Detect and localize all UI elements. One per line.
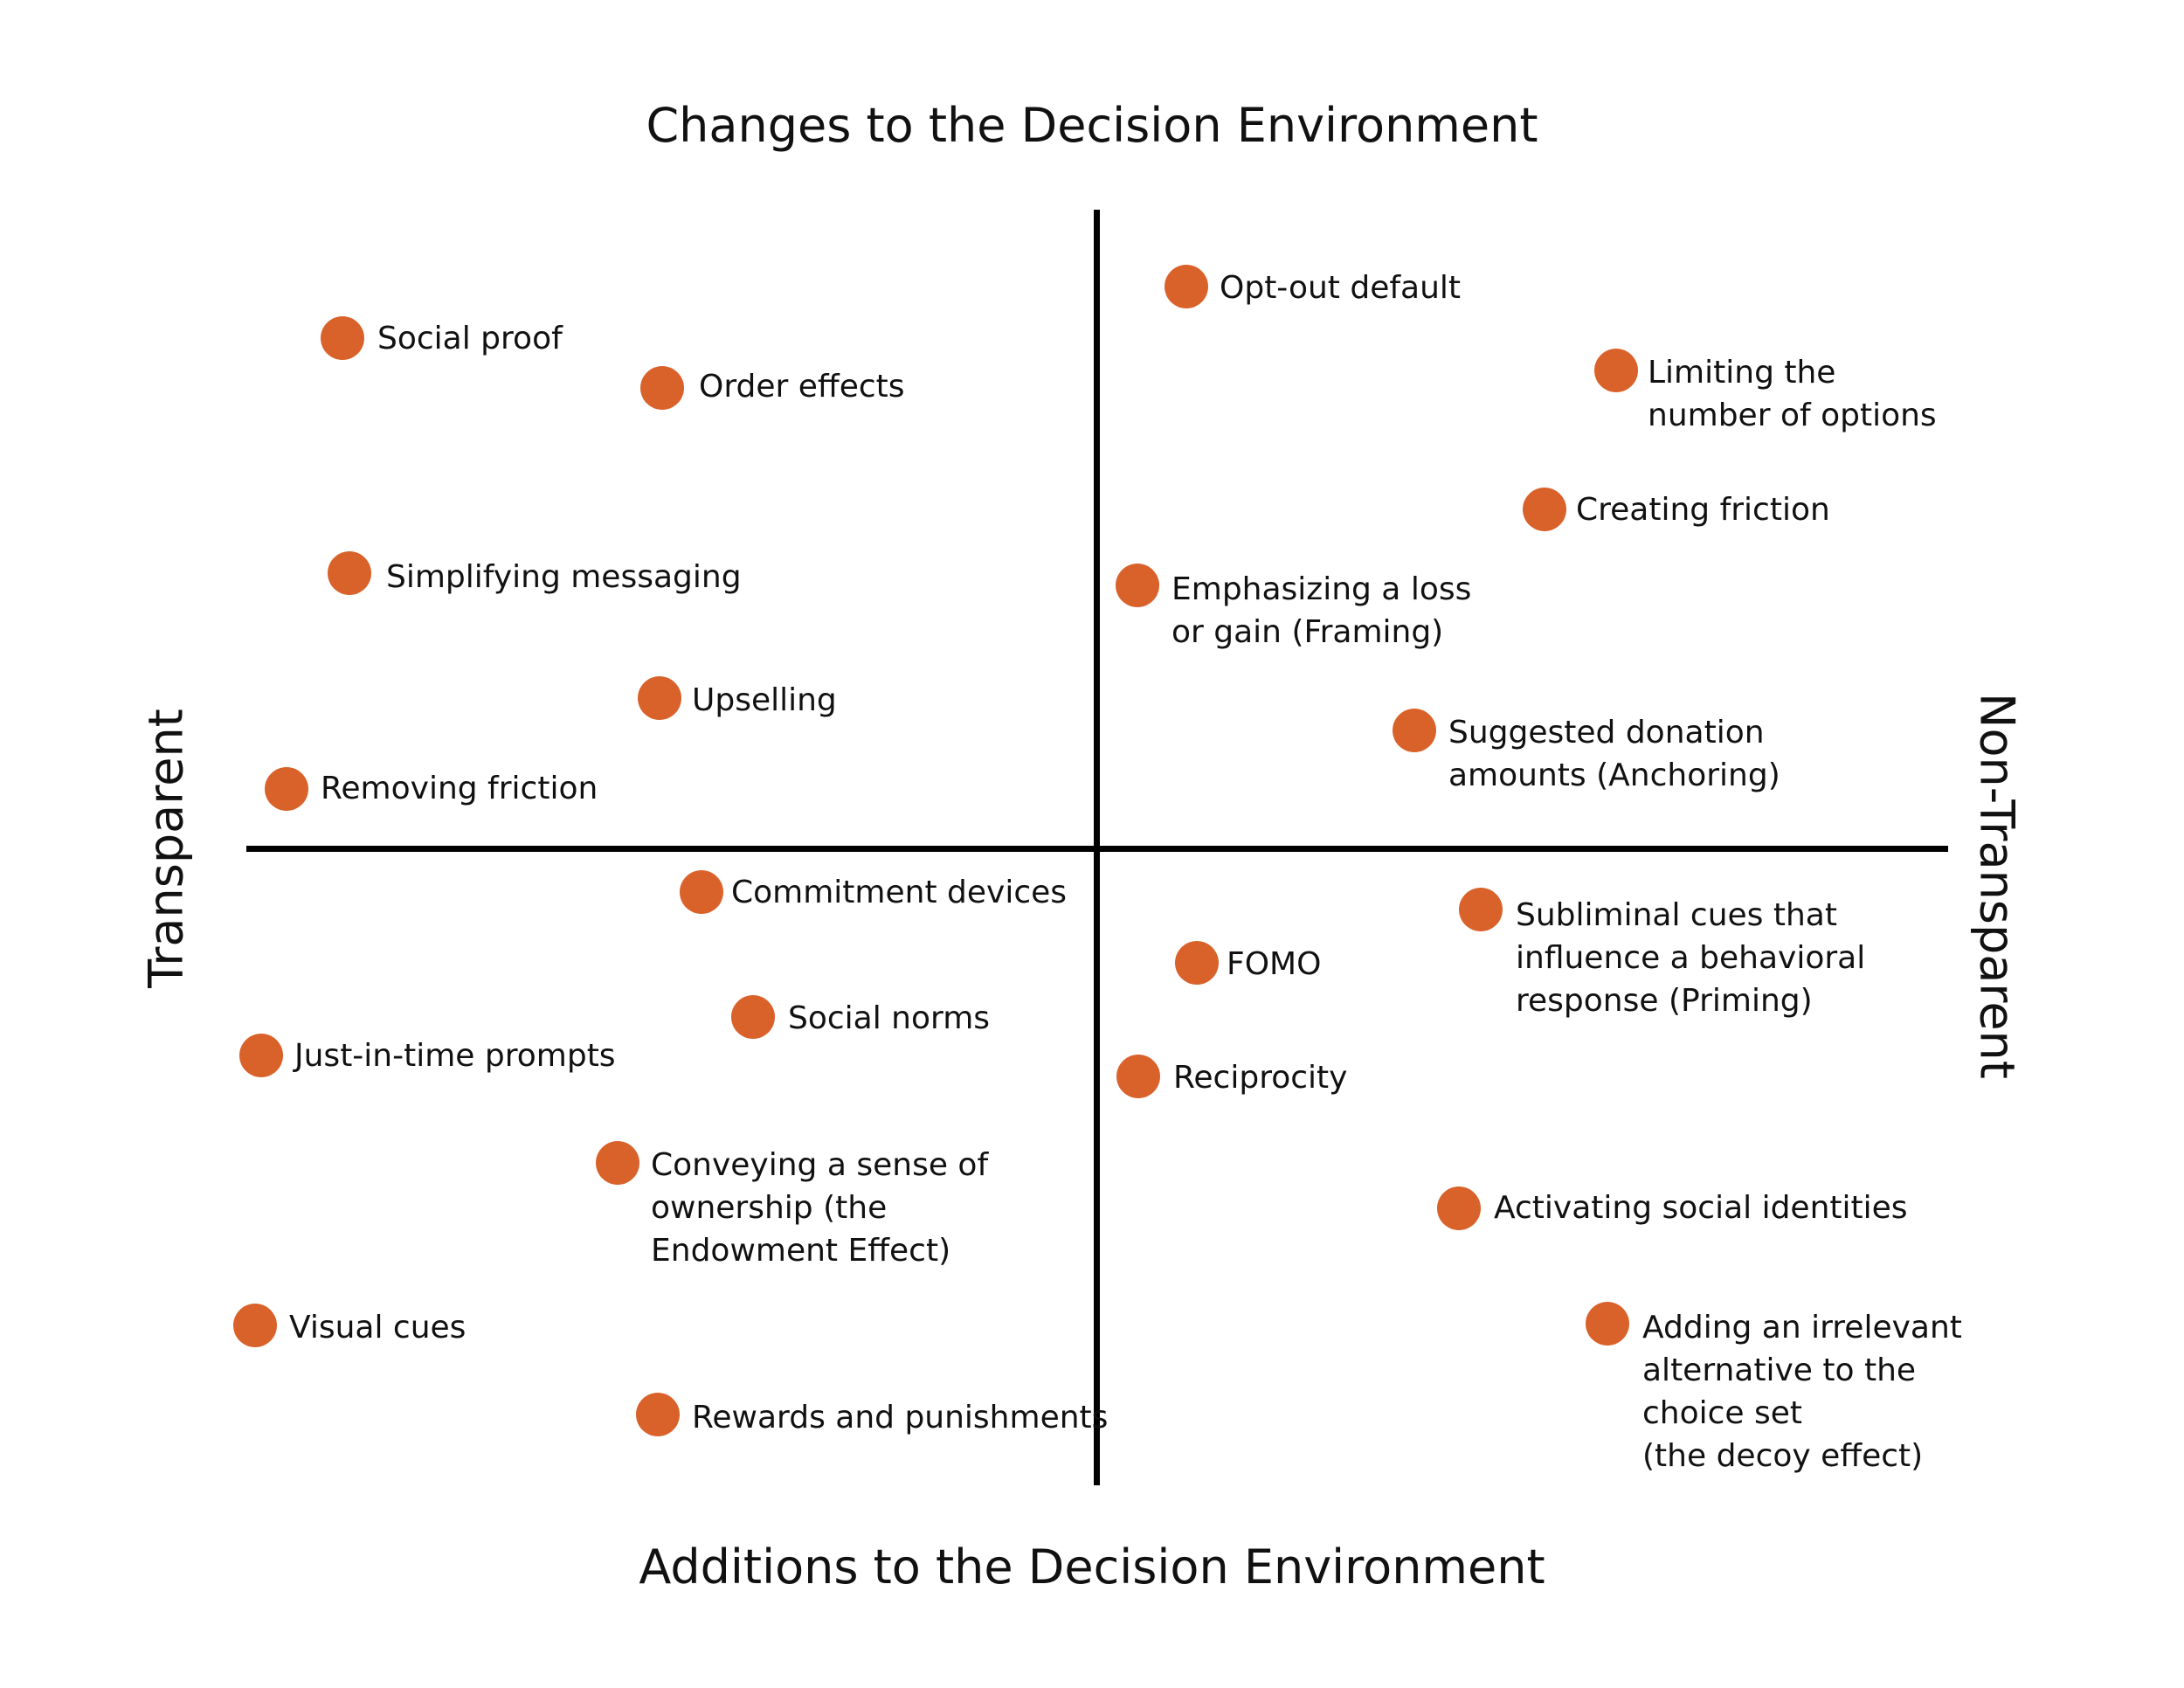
order-effects-marker <box>640 366 684 410</box>
creating-friction-marker <box>1523 488 1566 531</box>
framing-label-line: Emphasizing a loss <box>1171 571 1472 607</box>
rewards-punishments-label-line: Rewards and punishments <box>692 1400 1109 1435</box>
social-norms-label: Social norms <box>788 997 990 1040</box>
endowment-effect-label-line: ownership (the <box>651 1190 888 1226</box>
anchoring-label-line: amounts (Anchoring) <box>1448 758 1780 793</box>
anchoring-marker <box>1393 709 1436 752</box>
anchoring-label-line: Suggested donation <box>1448 715 1765 751</box>
social-identities-marker <box>1437 1186 1481 1230</box>
fomo-label-line: FOMO <box>1227 946 1322 982</box>
endowment-effect-label: Conveying a sense of ownership (the Endowm… <box>651 1144 988 1272</box>
decoy-effect-label-line: (the decoy effect) <box>1642 1438 1924 1474</box>
social-proof-label-line: Social proof <box>377 321 563 356</box>
limiting-options-marker <box>1594 349 1638 392</box>
social-norms-label-line: Social norms <box>788 1000 991 1036</box>
commitment-devices-label: Commitment devices <box>731 871 1067 914</box>
horizontal-axis <box>246 846 1948 852</box>
rewards-punishments-label: Rewards and punishments <box>692 1396 1108 1439</box>
endowment-effect-marker <box>596 1141 639 1185</box>
creating-friction-label: Creating friction <box>1576 488 1830 531</box>
priming-label-line: response (Priming) <box>1516 983 1813 1019</box>
decoy-effect-label-line: alternative to the <box>1642 1352 1917 1388</box>
bottom-axis-title: Additions to the Decision Environment <box>639 1539 1545 1595</box>
limiting-options-label-line: Limiting the <box>1648 355 1836 391</box>
removing-friction-marker <box>265 767 308 811</box>
opt-out-default-marker <box>1165 265 1208 308</box>
limiting-options-label-line: number of options <box>1648 398 1937 433</box>
just-in-time-prompts-label: Just-in-time prompts <box>294 1034 616 1077</box>
social-identities-label-line: Activating social identities <box>1494 1190 1908 1226</box>
social-proof-marker <box>321 316 364 360</box>
visual-cues-label-line: Visual cues <box>289 1310 467 1346</box>
simplifying-messaging-marker <box>328 551 371 595</box>
anchoring-label: Suggested donation amounts (Anchoring) <box>1448 711 1780 797</box>
order-effects-label: Order effects <box>699 365 905 408</box>
upselling-label-line: Upselling <box>692 682 837 718</box>
opt-out-default-label-line: Opt-out default <box>1220 270 1462 306</box>
framing-label-line: or gain (Framing) <box>1171 614 1444 650</box>
limiting-options-label: Limiting the number of options <box>1648 351 1937 437</box>
decoy-effect-label-line: choice set <box>1642 1395 1803 1431</box>
decoy-effect-marker <box>1586 1302 1629 1346</box>
commitment-devices-label-line: Commitment devices <box>731 875 1068 910</box>
creating-friction-label-line: Creating friction <box>1576 492 1830 528</box>
right-axis-label: Non-Transparent <box>1969 693 2025 1079</box>
rewards-punishments-marker <box>636 1393 680 1436</box>
just-in-time-prompts-label-line: Just-in-time prompts <box>294 1038 616 1074</box>
social-identities-label: Activating social identities <box>1494 1186 1908 1229</box>
framing-marker <box>1116 564 1159 607</box>
visual-cues-marker <box>233 1304 277 1347</box>
top-axis-title: Changes to the Decision Environment <box>646 98 1538 153</box>
fomo-label: FOMO <box>1227 943 1321 986</box>
framing-label: Emphasizing a loss or gain (Framing) <box>1171 568 1471 654</box>
priming-marker <box>1459 888 1503 931</box>
opt-out-default-label: Opt-out default <box>1220 266 1461 309</box>
decoy-effect-label: Adding an irrelevant alternative to the ch… <box>1642 1306 1962 1477</box>
simplifying-messaging-label: Simplifying messaging <box>386 556 742 598</box>
fomo-marker <box>1175 941 1219 985</box>
upselling-label: Upselling <box>692 679 837 722</box>
priming-label-line: influence a behavioral <box>1516 940 1866 976</box>
endowment-effect-label-line: Endowment Effect) <box>651 1233 951 1269</box>
reciprocity-label: Reciprocity <box>1173 1056 1347 1099</box>
reciprocity-label-line: Reciprocity <box>1173 1060 1348 1096</box>
simplifying-messaging-label-line: Simplifying messaging <box>386 559 742 595</box>
left-axis-label: Transparent <box>138 709 194 988</box>
social-norms-marker <box>731 995 775 1039</box>
upselling-marker <box>638 676 681 720</box>
priming-label: Subliminal cues that influence a behavior… <box>1516 894 1865 1022</box>
removing-friction-label: Removing friction <box>321 767 598 810</box>
just-in-time-prompts-marker <box>239 1034 283 1077</box>
removing-friction-label-line: Removing friction <box>321 771 598 806</box>
order-effects-label-line: Order effects <box>699 369 905 405</box>
visual-cues-label: Visual cues <box>289 1306 466 1349</box>
endowment-effect-label-line: Conveying a sense of <box>651 1147 989 1183</box>
decoy-effect-label-line: Adding an irrelevant <box>1642 1310 1962 1346</box>
social-proof-label: Social proof <box>377 317 563 360</box>
priming-label-line: Subliminal cues that <box>1516 897 1837 933</box>
commitment-devices-marker <box>680 870 723 914</box>
reciprocity-marker <box>1116 1055 1160 1098</box>
